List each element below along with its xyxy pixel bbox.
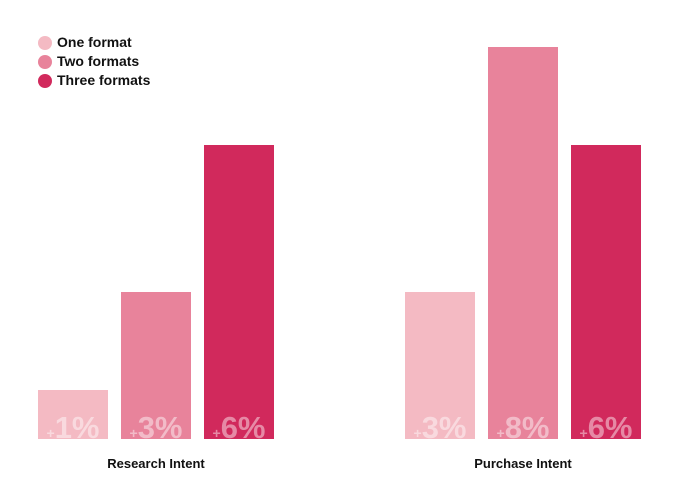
bar-value-label: +3% [130,410,183,445]
legend-swatch-three-formats [38,73,52,88]
category-label-research-intent: Research Intent [107,456,205,471]
legend: One format Two formats Three formats [38,33,150,90]
bar-three-formats-purchase-intent [571,145,641,439]
legend-item-two-formats: Two formats [38,52,150,71]
legend-label-three-formats: Three formats [57,72,151,88]
bar-one-format-purchase-intent [405,292,475,439]
bar-value-label: +8% [497,410,550,445]
bar-two-formats-purchase-intent [488,47,558,439]
bar-three-formats-research-intent [204,145,274,439]
bar-two-formats-research-intent [121,292,191,439]
bar-value-label: +6% [580,410,633,445]
category-label-purchase-intent: Purchase Intent [474,456,572,471]
bar-one-format-research-intent [38,390,108,439]
legend-item-one-format: One format [38,33,150,52]
legend-swatch-two-formats [38,54,52,69]
legend-item-three-formats: Three formats [38,71,150,90]
legend-swatch-one-format [38,35,52,50]
bar-value-label: +6% [213,410,266,445]
legend-label-one-format: One format [57,34,132,50]
bar-value-label: +1% [47,410,100,445]
legend-label-two-formats: Two formats [57,53,140,69]
bar-value-label: +3% [414,410,467,445]
